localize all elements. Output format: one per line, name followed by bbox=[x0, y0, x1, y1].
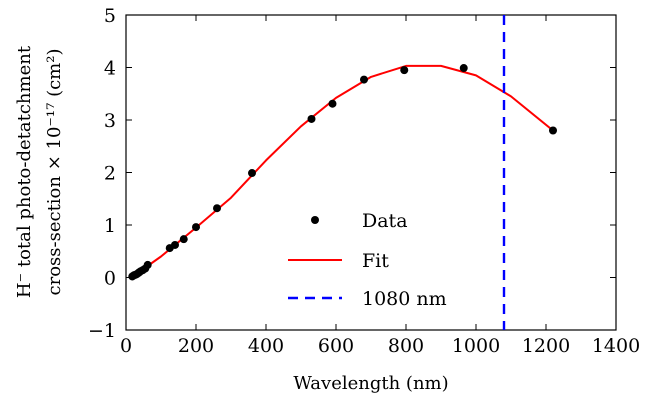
legend-marker-data bbox=[311, 216, 319, 224]
data-point bbox=[171, 240, 179, 249]
data-point bbox=[179, 235, 188, 244]
y-axis-label-line1: H⁻ total photo-detatchment bbox=[14, 45, 35, 298]
y-axis-label-line2: cross-section × 10⁻¹⁷ (cm²) bbox=[44, 49, 65, 296]
data-point bbox=[213, 204, 221, 213]
fit-line bbox=[130, 64, 554, 279]
x-tick-label: 400 bbox=[248, 335, 284, 357]
data-point bbox=[360, 75, 368, 84]
series-layer bbox=[128, 15, 557, 330]
data-point bbox=[307, 114, 316, 123]
data-point bbox=[459, 64, 468, 73]
legend: Data Fit 1080 nm bbox=[288, 210, 447, 310]
x-tick-label: 600 bbox=[318, 335, 354, 357]
data-point bbox=[400, 66, 409, 75]
x-tick-label: 1200 bbox=[522, 335, 570, 357]
y-tick-label: 4 bbox=[104, 58, 116, 80]
x-tick-label: 800 bbox=[388, 335, 424, 357]
plot-frame bbox=[125, 14, 617, 331]
data-point bbox=[192, 223, 200, 232]
y-tick-label: 3 bbox=[104, 110, 116, 132]
x-tick-label: 1400 bbox=[592, 335, 640, 357]
data-point bbox=[143, 260, 152, 269]
y-tick-label: 0 bbox=[104, 268, 116, 290]
x-tick-label: 0 bbox=[120, 335, 132, 357]
legend-label-data: Data bbox=[362, 210, 408, 232]
x-tick-label: 1000 bbox=[452, 335, 500, 357]
data-point bbox=[248, 169, 256, 178]
legend-label-1080nm: 1080 nm bbox=[362, 288, 447, 310]
y-tick-label: 2 bbox=[104, 163, 116, 185]
data-point bbox=[328, 99, 337, 108]
y-tick-label: −1 bbox=[88, 320, 116, 342]
x-axis-label: Wavelength (nm) bbox=[293, 373, 448, 394]
data-point bbox=[549, 126, 557, 135]
y-tick-label: 5 bbox=[104, 5, 116, 27]
x-tick-label: 200 bbox=[178, 335, 214, 357]
legend-label-fit: Fit bbox=[362, 250, 389, 272]
y-tick-label: 1 bbox=[104, 215, 116, 237]
